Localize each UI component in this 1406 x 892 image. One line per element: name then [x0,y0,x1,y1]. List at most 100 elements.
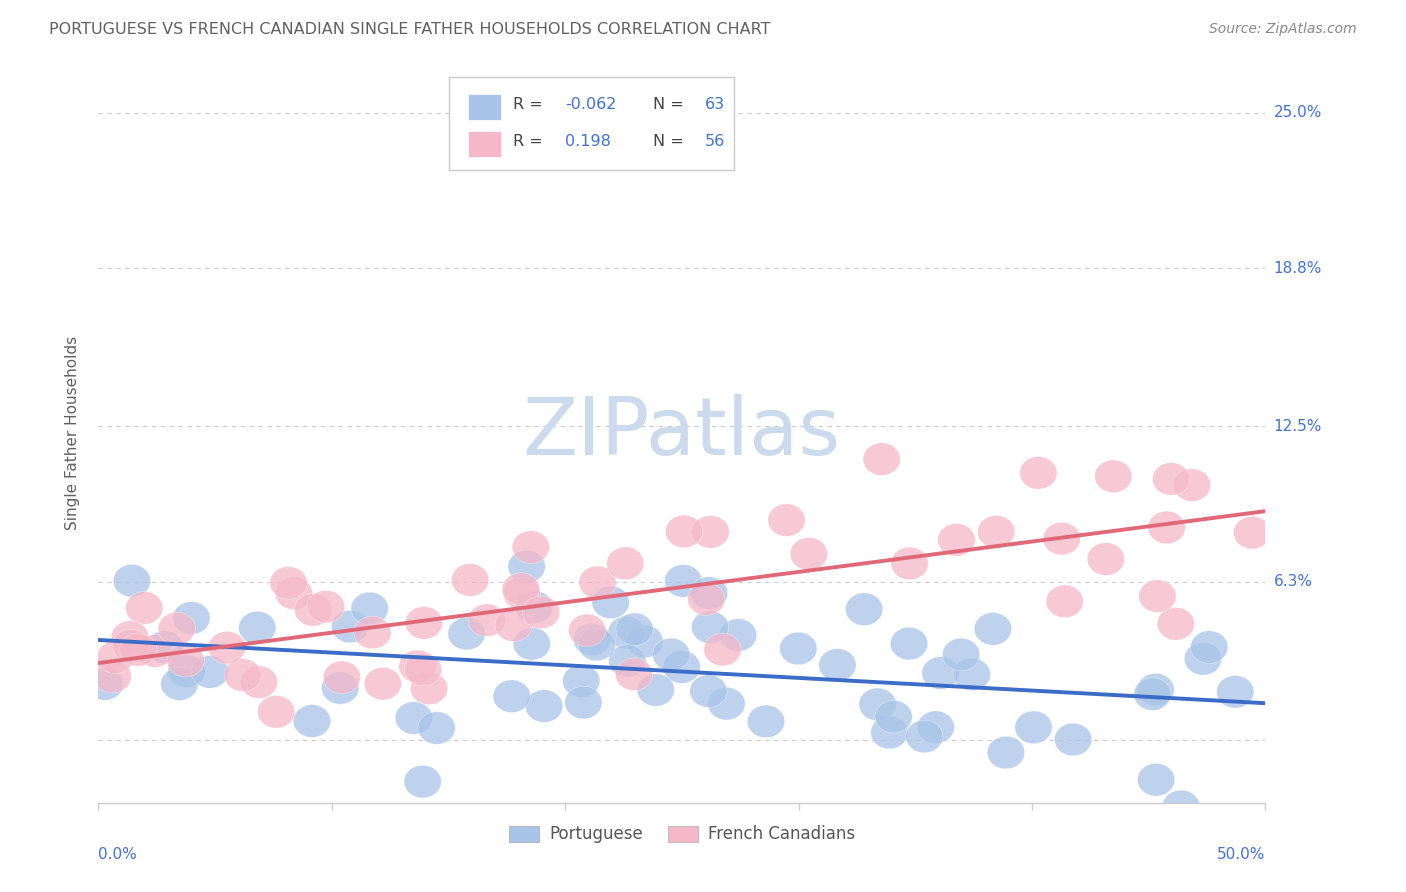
Ellipse shape [502,573,540,606]
Ellipse shape [257,696,295,728]
Ellipse shape [86,667,124,700]
Text: 0.0%: 0.0% [98,847,138,863]
Ellipse shape [922,657,959,690]
Ellipse shape [692,516,730,549]
Ellipse shape [790,538,828,570]
Ellipse shape [616,658,652,690]
Ellipse shape [578,628,616,661]
Ellipse shape [270,566,308,599]
Ellipse shape [652,638,690,671]
Ellipse shape [1087,542,1125,575]
Ellipse shape [451,564,489,596]
Ellipse shape [579,566,616,599]
Ellipse shape [1233,516,1271,549]
Text: 50.0%: 50.0% [1218,847,1265,863]
Text: 6.3%: 6.3% [1274,574,1313,590]
Ellipse shape [418,712,456,744]
Ellipse shape [364,667,402,700]
Text: R =: R = [513,97,547,112]
Ellipse shape [167,644,204,677]
Ellipse shape [626,625,664,657]
Ellipse shape [97,640,134,673]
Ellipse shape [308,591,344,623]
Ellipse shape [404,765,441,798]
Ellipse shape [917,711,955,744]
Ellipse shape [224,659,262,691]
Ellipse shape [1153,463,1189,495]
Ellipse shape [157,612,195,645]
Ellipse shape [748,705,785,738]
Ellipse shape [276,577,312,609]
Ellipse shape [405,653,441,686]
Text: Source: ZipAtlas.com: Source: ZipAtlas.com [1209,22,1357,37]
Ellipse shape [690,577,728,609]
Ellipse shape [208,632,246,664]
Ellipse shape [239,611,276,644]
Ellipse shape [294,705,330,738]
Ellipse shape [125,591,163,624]
Ellipse shape [768,504,806,536]
FancyBboxPatch shape [449,78,734,169]
FancyBboxPatch shape [468,131,501,157]
Ellipse shape [114,565,150,597]
Y-axis label: Single Father Households: Single Father Households [65,335,80,530]
Ellipse shape [905,720,943,753]
Ellipse shape [526,690,562,723]
Ellipse shape [516,591,553,624]
Text: 25.0%: 25.0% [1274,105,1322,120]
Ellipse shape [987,736,1025,769]
Ellipse shape [607,616,645,648]
Ellipse shape [294,593,332,626]
Text: 0.198: 0.198 [565,134,612,149]
Ellipse shape [1184,642,1222,675]
Ellipse shape [332,610,368,643]
Ellipse shape [468,604,505,637]
Text: R =: R = [513,134,547,149]
Ellipse shape [167,655,205,688]
Ellipse shape [1043,523,1080,555]
Ellipse shape [1046,585,1084,617]
Ellipse shape [111,621,149,653]
Ellipse shape [690,674,727,707]
Ellipse shape [665,515,703,548]
Ellipse shape [565,686,602,719]
Ellipse shape [875,700,912,733]
Ellipse shape [688,582,725,615]
Ellipse shape [495,609,531,641]
Ellipse shape [322,672,359,704]
Ellipse shape [977,516,1015,548]
Ellipse shape [94,660,131,693]
Ellipse shape [562,665,600,698]
Ellipse shape [411,672,447,705]
Ellipse shape [863,442,900,475]
Ellipse shape [707,688,745,720]
Ellipse shape [240,665,277,698]
Ellipse shape [1137,764,1175,796]
Ellipse shape [664,650,700,683]
Ellipse shape [323,661,360,694]
Ellipse shape [665,565,702,598]
Ellipse shape [503,577,540,609]
Ellipse shape [449,617,485,650]
Ellipse shape [692,611,728,643]
Ellipse shape [592,586,630,619]
Text: N =: N = [652,97,689,112]
Ellipse shape [1015,711,1052,744]
Ellipse shape [1216,675,1254,708]
Ellipse shape [405,607,443,639]
Ellipse shape [120,633,157,666]
Ellipse shape [354,616,391,648]
Ellipse shape [974,613,1011,645]
Ellipse shape [160,668,198,700]
Ellipse shape [891,547,928,580]
Ellipse shape [1191,631,1227,664]
Legend: Portuguese, French Canadians: Portuguese, French Canadians [502,819,862,850]
Ellipse shape [942,638,980,671]
Ellipse shape [173,601,209,634]
Ellipse shape [1133,678,1171,710]
Ellipse shape [720,619,756,651]
Ellipse shape [845,593,883,625]
Ellipse shape [574,624,610,656]
Ellipse shape [953,658,990,690]
Ellipse shape [1139,580,1175,613]
